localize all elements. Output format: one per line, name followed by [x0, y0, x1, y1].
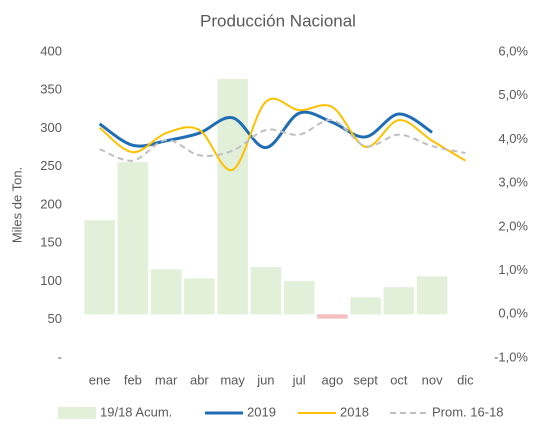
bar — [416, 276, 448, 315]
bar — [150, 269, 182, 315]
legend-label: Prom. 16-18 — [432, 404, 504, 419]
x-tick-label: jun — [256, 372, 274, 387]
bar — [84, 220, 115, 315]
x-tick-label: mar — [155, 372, 178, 387]
x-tick-label: feb — [124, 372, 142, 387]
y2-tick-label: 2,0% — [498, 218, 528, 233]
bar — [184, 278, 215, 315]
x-tick-label: ago — [322, 372, 344, 387]
y-tick-label: 100 — [40, 273, 62, 288]
bar — [217, 79, 248, 315]
legend-label: 2019 — [247, 404, 276, 419]
y2-tick-label: 5,0% — [498, 87, 528, 102]
x-tick-label: sept — [353, 372, 378, 387]
y-tick-label: 250 — [40, 158, 62, 173]
x-tick-label: ene — [89, 372, 111, 387]
y-tick-label: 350 — [40, 82, 62, 97]
line — [99, 119, 466, 162]
legend-swatch — [58, 407, 96, 419]
bar — [250, 267, 282, 315]
bar — [350, 297, 381, 315]
line — [98, 97, 466, 171]
y-tick-label: 150 — [40, 235, 62, 250]
legend-label: 19/18 Acum. — [100, 404, 172, 419]
x-tick-label: abr — [190, 372, 209, 387]
y-tick-label: - — [58, 349, 62, 364]
y-axis-label: Miles de Ton. — [9, 167, 24, 243]
y2-tick-label: 3,0% — [498, 175, 528, 190]
y-tick-label: 400 — [40, 43, 62, 58]
x-tick-label: oct — [390, 372, 408, 387]
x-tick-label: nov — [422, 372, 443, 387]
y2-tick-label: -1,0% — [494, 349, 528, 364]
bar — [383, 287, 415, 315]
x-tick-label: may — [220, 372, 245, 387]
y-tick-label: 300 — [40, 120, 62, 135]
bar — [117, 162, 149, 315]
x-tick-label: jul — [292, 372, 306, 387]
bar — [283, 281, 315, 315]
y2-tick-label: 6,0% — [498, 43, 528, 58]
y2-tick-label: 0,0% — [498, 306, 528, 321]
y-tick-label: 200 — [40, 196, 62, 211]
legend-label: 2018 — [340, 404, 369, 419]
y2-tick-label: 4,0% — [498, 131, 528, 146]
y-tick-label: 50 — [48, 311, 62, 326]
x-tick-label: dic — [457, 372, 474, 387]
bar — [317, 314, 348, 319]
line — [98, 110, 433, 150]
y2-tick-label: 1,0% — [498, 262, 528, 277]
chart-title: Producción Nacional — [200, 11, 356, 30]
